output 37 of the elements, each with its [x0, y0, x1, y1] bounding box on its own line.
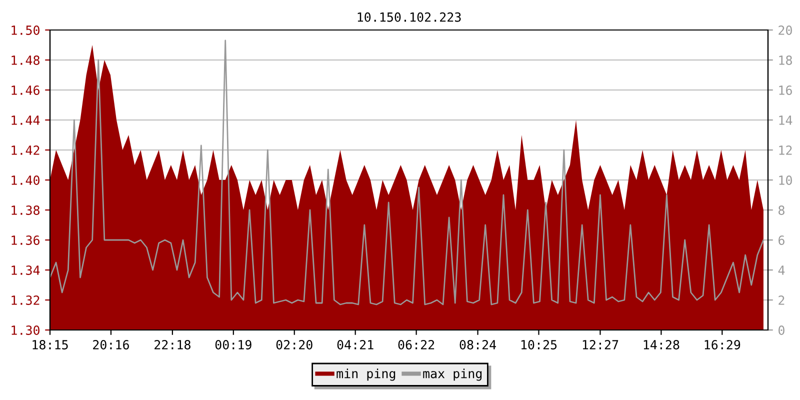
x-tick-label: 20:16 [93, 340, 129, 350]
x-tick-label: 18:15 [32, 340, 68, 350]
y-tick-label: 1.48 [12, 56, 40, 65]
y2-tick-label: 16 [779, 86, 792, 95]
y-tick-label: 1.50 [12, 26, 40, 35]
y-tick-label: 1.34 [12, 266, 40, 275]
y2-tick-label: 0 [778, 326, 784, 335]
y-tick-label: 1.42 [12, 146, 40, 155]
x-tick-label: 06:22 [398, 340, 434, 350]
x-tick-label: 00:19 [215, 340, 252, 350]
y-tick-label: 1.32 [12, 296, 40, 305]
y2-tick-label: 18 [779, 56, 792, 65]
y2-tick-label: 4 [778, 266, 785, 275]
x-tick-label: 16:29 [704, 340, 740, 350]
x-tick-label: 22:18 [154, 340, 190, 350]
x-tick-label: 10:25 [521, 340, 557, 350]
y-tick-label: 1.46 [12, 86, 40, 95]
legend-label: min ping [336, 368, 396, 381]
x-tick-label: 12:27 [582, 340, 618, 350]
x-tick-label: 02:20 [276, 340, 312, 350]
x-tick-label: 14:28 [644, 340, 680, 350]
y-tick-label: 1.40 [12, 176, 40, 185]
x-tick-label: 08:24 [460, 340, 496, 350]
y2-tick-label: 14 [779, 116, 792, 125]
y-tick-label: 1.44 [12, 116, 40, 125]
y2-tick-label: 2 [778, 296, 784, 305]
chart-title: 10.150.102.223 [358, 12, 461, 22]
y-tick-label: 1.38 [12, 206, 40, 215]
y-tick-label: 1.30 [12, 326, 40, 335]
y2-tick-label: 8 [778, 206, 784, 215]
legend-label: max ping [423, 368, 482, 381]
x-tick-label: 04:21 [337, 340, 374, 350]
y2-tick-label: 20 [778, 26, 792, 35]
y2-tick-label: 12 [779, 146, 792, 155]
y2-tick-label: 6 [778, 236, 784, 245]
y-tick-label: 1.36 [12, 236, 40, 245]
y2-tick-label: 10 [779, 176, 792, 185]
